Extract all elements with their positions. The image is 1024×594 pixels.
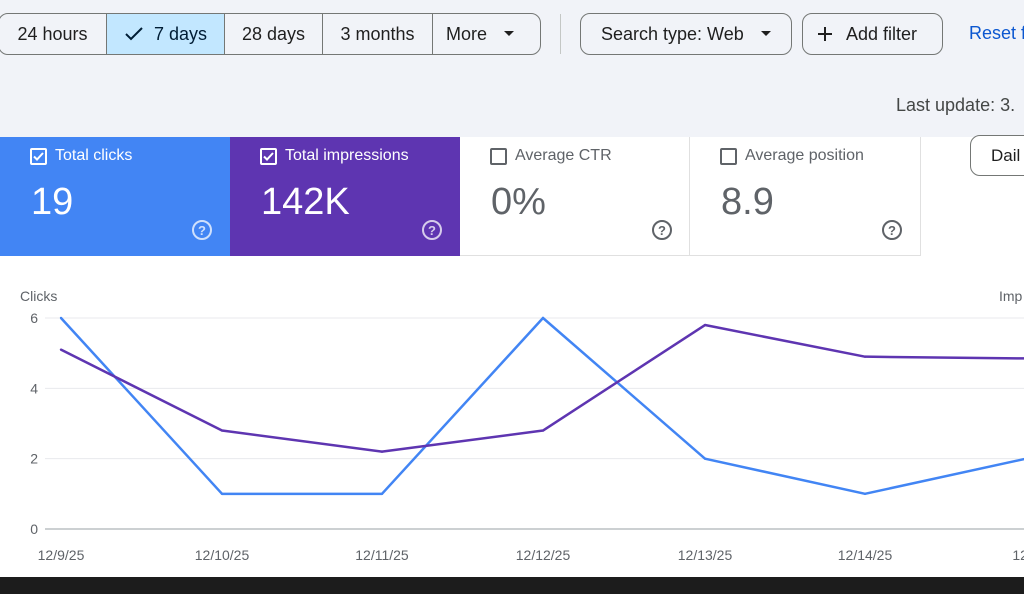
add-filter-button[interactable]: Add filter: [802, 13, 943, 55]
data-point-clicks[interactable]: [380, 492, 384, 496]
metric-label: Total impressions: [285, 147, 409, 164]
x-tick-label: 12/9/25: [38, 547, 85, 563]
toolbar-area: 24 hours 7 days 28 days 3 months More Se…: [0, 0, 1024, 137]
metric-value: 8.9: [721, 181, 774, 223]
data-point-clicks[interactable]: [703, 457, 707, 460]
data-point-impressions[interactable]: [380, 450, 384, 453]
metric-value: 0%: [491, 181, 546, 223]
metric-label: Average position: [745, 147, 864, 164]
metric-card-total-clicks[interactable]: Total clicks 19 ?: [0, 137, 230, 256]
data-point-clicks[interactable]: [220, 492, 224, 496]
checkbox-unchecked-icon[interactable]: [720, 147, 737, 165]
data-point-impressions[interactable]: [863, 355, 867, 358]
checkbox-unchecked-icon[interactable]: [490, 147, 507, 165]
data-point-impressions[interactable]: [59, 348, 63, 351]
checkmark-icon: [125, 27, 143, 41]
x-tick-label: 12/1: [1012, 547, 1024, 563]
range-24-hours[interactable]: 24 hours: [0, 14, 107, 54]
x-tick-label: 12/12/25: [516, 547, 571, 563]
daily-granularity-button[interactable]: Dail: [970, 135, 1024, 176]
metric-card-total-impressions[interactable]: Total impressions 142K ?: [230, 137, 460, 256]
x-tick-label: 12/11/25: [355, 547, 409, 563]
os-taskbar: [0, 577, 1024, 594]
x-tick-label: 12/14/25: [838, 547, 893, 563]
data-point-impressions[interactable]: [541, 429, 545, 432]
y-tick-label: 0: [30, 521, 38, 537]
checkbox-checked-icon[interactable]: [260, 147, 277, 165]
series-line-clicks: [60, 316, 1024, 496]
y-tick-label: 2: [30, 451, 38, 467]
metric-card-average-ctr[interactable]: Average CTR 0% ?: [460, 137, 690, 256]
help-icon[interactable]: ?: [882, 220, 902, 240]
help-icon[interactable]: ?: [422, 220, 442, 240]
help-icon[interactable]: ?: [652, 220, 672, 240]
help-icon[interactable]: ?: [192, 220, 212, 240]
range-more-dropdown[interactable]: More: [433, 14, 540, 54]
data-point-clicks[interactable]: [541, 316, 545, 320]
dropdown-arrow-icon: [504, 31, 514, 36]
metric-value: 19: [31, 181, 74, 223]
metric-card-average-position[interactable]: Average position 8.9 ?: [690, 137, 921, 256]
x-tick-label: 12/10/25: [195, 547, 250, 563]
y-tick-label: 4: [30, 380, 38, 396]
data-point-clicks[interactable]: [59, 316, 63, 320]
range-3-months[interactable]: 3 months: [323, 14, 433, 54]
metric-value: 142K: [261, 181, 350, 223]
checkbox-checked-icon[interactable]: [30, 147, 47, 165]
y-axis-label-clicks: Clicks: [20, 288, 57, 304]
plus-icon: [818, 27, 832, 41]
range-28-days[interactable]: 28 days: [225, 14, 323, 54]
reset-filters-link[interactable]: Reset f: [969, 23, 1024, 43]
date-range-selector: 24 hours 7 days 28 days 3 months More: [0, 13, 541, 55]
y-axis-label-impressions: Imp: [999, 288, 1023, 304]
metric-label: Average CTR: [515, 147, 612, 164]
x-tick-label: 12/13/25: [678, 547, 733, 563]
data-point-impressions[interactable]: [703, 323, 707, 327]
metric-label: Total clicks: [55, 147, 133, 164]
range-7-days[interactable]: 7 days: [107, 14, 225, 54]
search-type-dropdown[interactable]: Search type: Web: [580, 13, 792, 55]
toolbar-divider: [560, 14, 561, 54]
dropdown-arrow-icon: [760, 31, 771, 36]
data-point-clicks[interactable]: [863, 492, 867, 496]
y-tick-label: 6: [30, 310, 38, 326]
data-point-impressions[interactable]: [220, 429, 224, 432]
performance-line-chart: Clicks Imp 0 2 4 6 12/9/25 12/10/25 12/11/25 1…: [20, 288, 1024, 563]
last-update-text: Last update: 3.: [896, 95, 1016, 115]
